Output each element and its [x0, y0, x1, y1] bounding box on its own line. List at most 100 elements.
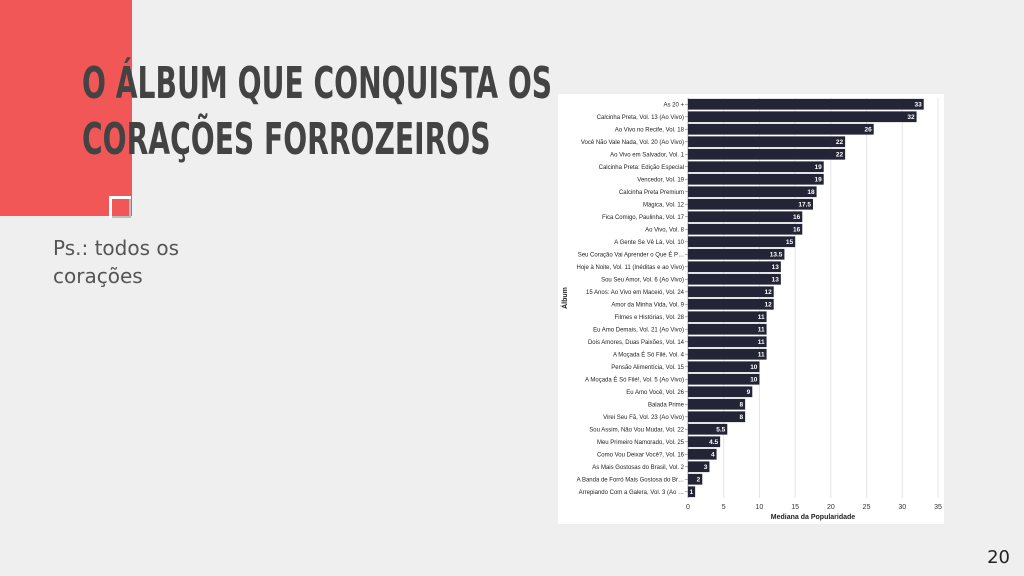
bar: [688, 198, 813, 210]
y-tick-label: Calcinha Preta Premium: [619, 190, 684, 196]
y-tick-label: Eu Amo Demais, Vol. 21 (Ao Vivo): [593, 327, 684, 333]
bar: [688, 411, 746, 423]
data-label: 8: [740, 402, 744, 409]
y-axis-title: Álbum: [560, 287, 569, 309]
data-label: 1: [690, 489, 694, 496]
y-tick-label: Sou Seu Amor, Vol. 6 (Ao Vivo): [601, 277, 684, 283]
bar: [688, 473, 703, 485]
bar: [688, 361, 760, 373]
bar: [688, 323, 767, 335]
y-tick-label: Sou Assim, Não Vou Mudar, Vol. 22: [589, 427, 684, 433]
bar: [688, 211, 803, 223]
bar: [688, 386, 753, 398]
y-tick-label: Como Vou Deixar Você?, Vol. 16: [597, 452, 685, 458]
bar: [688, 311, 767, 323]
data-label: 4.5: [709, 439, 718, 446]
bar: [688, 448, 717, 460]
x-tick-label: 20: [827, 504, 835, 511]
bar: [688, 173, 824, 185]
data-label: 12: [764, 302, 772, 309]
bar: [688, 223, 803, 235]
data-label: 22: [836, 139, 844, 146]
y-tick-label: Ao Vivo no Recife, Vol. 18: [615, 127, 685, 133]
bar: [688, 423, 728, 435]
data-label: 17.5: [798, 202, 811, 209]
x-tick-label: 25: [863, 504, 871, 511]
data-label: 19: [814, 164, 822, 171]
bar: [688, 186, 817, 198]
y-tick-label: Ao Vivo, Vol. 8: [645, 227, 685, 233]
bar: [688, 261, 781, 273]
bar: [688, 436, 721, 448]
data-label: 13: [772, 277, 780, 284]
data-label: 32: [907, 114, 915, 121]
data-label: 4: [711, 452, 715, 459]
slide-title: O álbum que conquista os corações forroz…: [82, 56, 552, 168]
bar: [688, 373, 760, 385]
data-label: 33: [914, 102, 922, 109]
bar: [688, 248, 785, 260]
y-tick-label: A Moçada É Só Filé, Vol. 4: [613, 351, 685, 358]
data-label: 11: [758, 314, 765, 321]
y-tick-label: A Banda de Forró Mais Gostosa do Br…: [577, 477, 684, 483]
data-label: 11: [758, 352, 765, 359]
corner-decoration: [109, 196, 131, 218]
x-axis-title: Mediana da Popularidade: [771, 514, 856, 521]
y-tick-label: 15 Anos: Ao Vivo em Maceió, Vol. 24: [586, 290, 685, 296]
y-tick-label: Arrepiando Com a Galera, Vol. 3 (Ao …: [579, 490, 684, 496]
y-tick-label: Dois Amores, Duas Paixões, Vol. 14: [588, 340, 685, 346]
y-tick-label: As 20 +: [663, 102, 684, 108]
data-label: 8: [740, 414, 744, 421]
bar: [688, 348, 767, 360]
data-label: 12: [764, 289, 772, 296]
data-label: 10: [750, 364, 758, 371]
y-tick-label: Mágica, Vol. 12: [643, 202, 685, 208]
y-tick-label: Vencedor, Vol. 19: [637, 177, 684, 183]
bar: [688, 336, 767, 348]
y-tick-label: A Moçada É Só Filé!, Vol. 5 (Ao Vivo): [585, 376, 684, 383]
y-tick-label: As Mais Gostosas do Brasil, Vol. 2: [592, 465, 684, 471]
slide-subtitle: Ps.: todos os corações: [53, 236, 180, 288]
y-tick-label: Hoje à Noite, Vol. 11 (Inéditas e ao Viv…: [576, 265, 684, 271]
bar: [688, 136, 846, 148]
data-label: 26: [864, 127, 872, 134]
data-label: 10: [750, 377, 758, 384]
y-tick-label: Seu Coração Vai Aprender o Que É P…: [578, 251, 684, 258]
y-tick-label: Pensão Alimentícia, Vol. 15: [611, 365, 684, 371]
x-tick-label: 30: [898, 504, 906, 511]
y-tick-label: Fica Comigo, Paulinha, Vol. 17: [602, 215, 685, 221]
x-tick-label: 5: [722, 504, 726, 511]
bar-chart: 0 5 10 15 20 25 30 35 As 20 + 33 Calcinha Preta, V…: [560, 98, 942, 521]
slide-title-line-2: corações forrozeiros: [82, 114, 491, 165]
data-label: 11: [758, 339, 765, 346]
page-number: 20: [987, 547, 1010, 568]
bar: [688, 398, 746, 410]
y-tick-label: Balada Prime: [648, 402, 685, 408]
bar: [688, 148, 846, 160]
corner-decoration-shadow: [109, 196, 131, 218]
data-label: 15: [786, 239, 794, 246]
bar: [688, 123, 874, 135]
data-label: 9: [747, 389, 751, 396]
bar: [688, 98, 924, 110]
y-tick-label: Filmes e Histórias, Vol. 28: [615, 315, 685, 321]
data-label: 3: [704, 464, 708, 471]
data-label: 2: [697, 477, 701, 484]
y-tick-label: Calcinha Preta: Edição Especial: [599, 165, 684, 171]
data-label: 19: [814, 177, 822, 184]
y-tick-label: Eu Amo Você, Vol. 26: [626, 390, 684, 396]
y-tick-label: Meu Primeiro Namorado, Vol. 25: [597, 440, 685, 446]
bar: [688, 273, 781, 285]
y-tick-label: Ao Vivo em Salvador, Vol. 1: [610, 152, 685, 158]
y-tick-label: A Gente Se Vê Lá, Vol. 10: [614, 240, 684, 246]
bar: [688, 486, 696, 498]
data-label: 13: [772, 264, 780, 271]
y-tick-label: Amor da Minha Vida, Vol. 9: [611, 302, 684, 308]
chart-panel: 0 5 10 15 20 25 30 35 As 20 + 33 Calcinha Preta, V…: [558, 94, 944, 524]
data-label: 22: [836, 152, 844, 159]
x-tick-label: 10: [756, 504, 764, 511]
data-label: 13.5: [770, 252, 783, 259]
bar: [688, 298, 774, 310]
x-tick-label: 0: [686, 504, 690, 511]
bar: [688, 286, 774, 298]
